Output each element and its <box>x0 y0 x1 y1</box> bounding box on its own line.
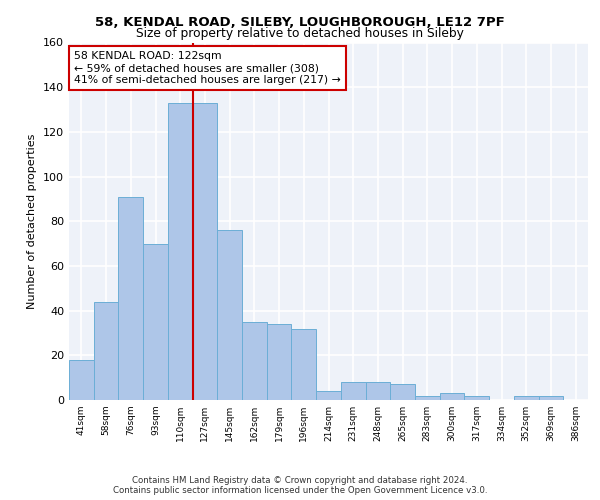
Bar <box>69 360 94 400</box>
Bar <box>168 103 193 400</box>
Bar <box>143 244 168 400</box>
Bar <box>217 230 242 400</box>
Bar <box>365 382 390 400</box>
Bar <box>267 324 292 400</box>
Bar <box>292 328 316 400</box>
Bar <box>316 391 341 400</box>
Text: 58, KENDAL ROAD, SILEBY, LOUGHBOROUGH, LE12 7PF: 58, KENDAL ROAD, SILEBY, LOUGHBOROUGH, L… <box>95 16 505 29</box>
Bar <box>118 196 143 400</box>
Bar <box>390 384 415 400</box>
Bar <box>464 396 489 400</box>
Bar <box>440 394 464 400</box>
Bar <box>539 396 563 400</box>
Bar <box>193 103 217 400</box>
Bar <box>94 302 118 400</box>
Bar <box>341 382 365 400</box>
Text: Size of property relative to detached houses in Sileby: Size of property relative to detached ho… <box>136 28 464 40</box>
Y-axis label: Number of detached properties: Number of detached properties <box>28 134 37 309</box>
Bar <box>242 322 267 400</box>
Text: 58 KENDAL ROAD: 122sqm
← 59% of detached houses are smaller (308)
41% of semi-de: 58 KENDAL ROAD: 122sqm ← 59% of detached… <box>74 52 341 84</box>
Bar <box>415 396 440 400</box>
Bar <box>514 396 539 400</box>
Text: Contains HM Land Registry data © Crown copyright and database right 2024.
Contai: Contains HM Land Registry data © Crown c… <box>113 476 487 495</box>
